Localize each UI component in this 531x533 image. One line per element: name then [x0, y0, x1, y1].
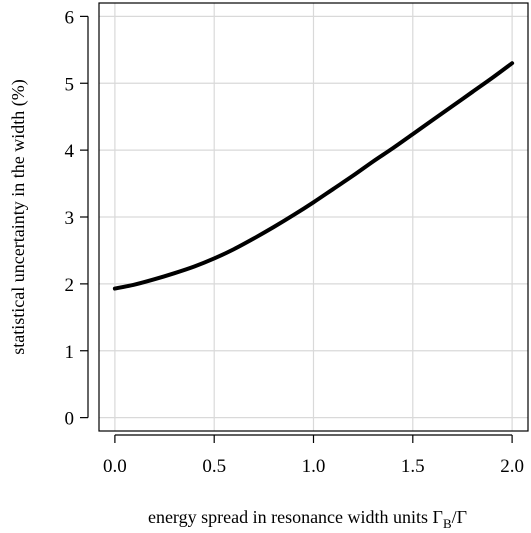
x-axis-label-suffix: /Γ [452, 507, 467, 527]
x-axis-label: energy spread in resonance width units Γ… [148, 507, 467, 531]
y-tick-label-1: 1 [65, 342, 75, 363]
y-axis-label: statistical uncertainty in the width (%) [8, 79, 29, 354]
y-tick-label-3: 3 [65, 208, 75, 229]
grid [99, 3, 528, 431]
series-layer [112, 61, 515, 291]
x-tick-label-4: 2.0 [500, 456, 524, 477]
series-line-0 [112, 61, 515, 291]
plot-frame [98, 2, 529, 432]
x-tick-label-3: 1.5 [401, 456, 425, 477]
x-axis-label-subscript: B [443, 516, 452, 531]
y-tick-label-2: 2 [65, 275, 75, 296]
y-tick-label-5: 5 [65, 74, 75, 95]
x-tick-label-2: 1.0 [302, 456, 326, 477]
axes: 0.0 0.5 1.0 1.5 2.0 0 1 2 3 4 5 6 [65, 7, 524, 477]
y-tick-label-4: 4 [65, 141, 75, 162]
y-tick-label-6: 6 [65, 7, 75, 28]
x-axis-label-main: energy spread in resonance width units Γ [148, 507, 443, 527]
y-tick-label-0: 0 [65, 409, 75, 430]
x-tick-label-0: 0.0 [103, 456, 127, 477]
x-tick-label-1: 0.5 [202, 456, 226, 477]
